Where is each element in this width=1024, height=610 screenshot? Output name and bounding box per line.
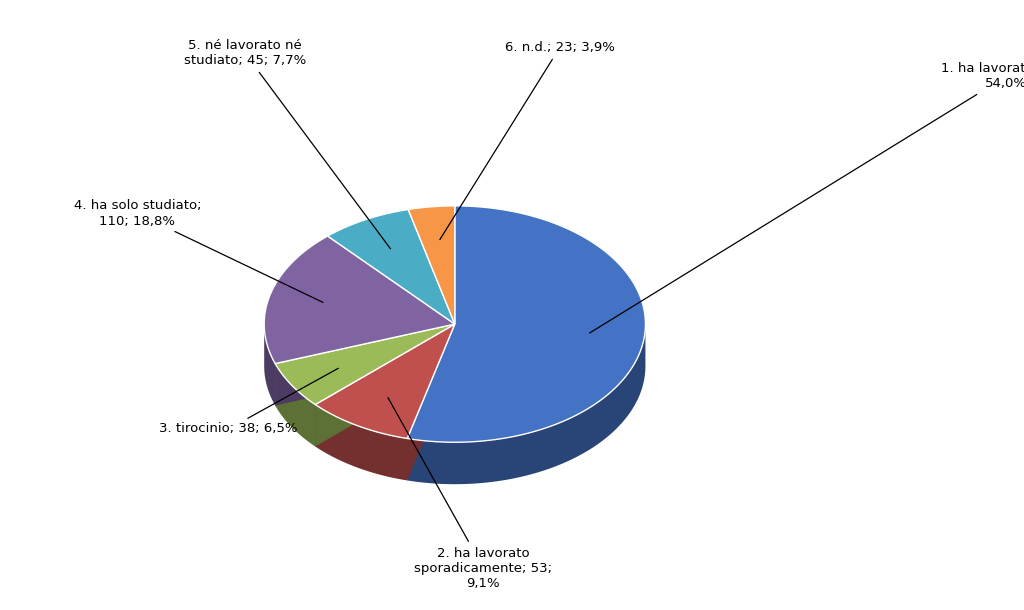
- Polygon shape: [408, 324, 455, 481]
- Text: 6. n.d.; 23; 3,9%: 6. n.d.; 23; 3,9%: [440, 41, 614, 240]
- Polygon shape: [328, 209, 455, 324]
- Polygon shape: [315, 324, 455, 439]
- Text: 4. ha solo studiato;
110; 18,8%: 4. ha solo studiato; 110; 18,8%: [74, 199, 323, 303]
- Polygon shape: [264, 324, 275, 406]
- Polygon shape: [315, 324, 455, 447]
- Text: 5. né lavorato né
studiato; 45; 7,7%: 5. né lavorato né studiato; 45; 7,7%: [184, 40, 390, 249]
- Polygon shape: [275, 324, 455, 404]
- Polygon shape: [408, 325, 645, 484]
- Polygon shape: [408, 206, 645, 442]
- Polygon shape: [275, 364, 315, 447]
- Polygon shape: [264, 236, 455, 364]
- Text: 1. ha lavorato; 316;
54,0%: 1. ha lavorato; 316; 54,0%: [590, 62, 1024, 333]
- Polygon shape: [275, 324, 455, 406]
- Polygon shape: [275, 324, 455, 406]
- Text: 3. tirocinio; 38; 6,5%: 3. tirocinio; 38; 6,5%: [160, 368, 338, 436]
- Polygon shape: [315, 404, 408, 481]
- Text: 2. ha lavorato
sporadicamente; 53;
9,1%: 2. ha lavorato sporadicamente; 53; 9,1%: [388, 398, 552, 589]
- Polygon shape: [315, 324, 455, 447]
- Polygon shape: [409, 206, 455, 324]
- Polygon shape: [408, 324, 455, 481]
